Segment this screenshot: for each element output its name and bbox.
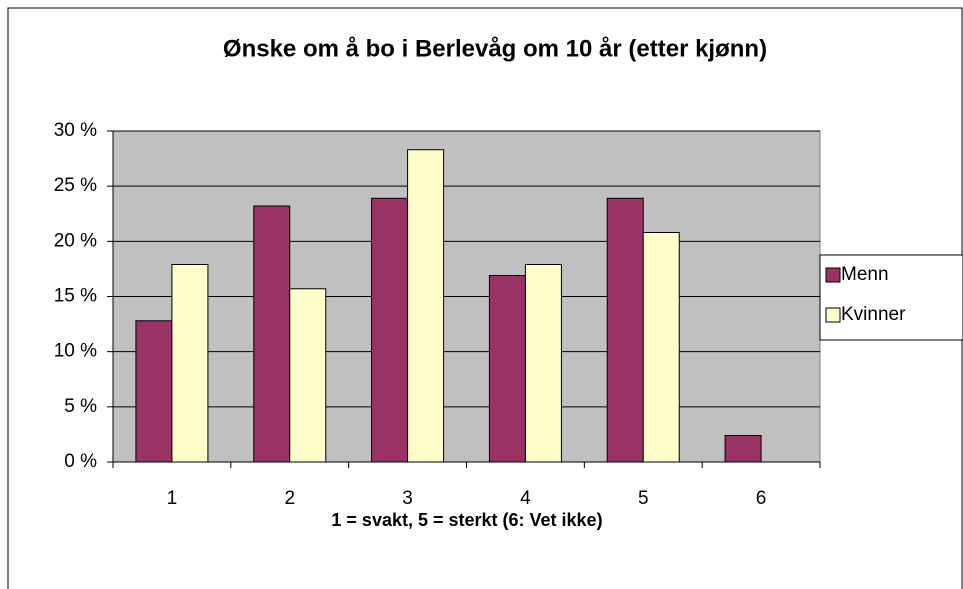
bar [289, 288, 327, 463]
bar [171, 264, 209, 463]
y-tick-label: 0 % [64, 451, 97, 472]
bar [371, 197, 409, 463]
bar [253, 205, 291, 463]
bar [642, 232, 680, 463]
x-tick-label: 1 [167, 488, 178, 509]
bar [606, 197, 644, 463]
x-axis-label: 1 = svakt, 5 = sterkt (6: Vet ikke) [331, 510, 602, 530]
legend-label: Kvinner [841, 304, 906, 325]
y-tick-label: 5 % [64, 396, 97, 417]
bar [524, 264, 562, 463]
x-tick-label: 6 [756, 488, 767, 509]
y-tick-label: 30 % [54, 120, 97, 141]
y-tick-label: 25 % [54, 175, 97, 196]
legend-label: Menn [841, 264, 889, 285]
chart-title: Ønske om å bo i Berlevåg om 10 år (etter… [223, 35, 767, 62]
x-tick-label: 5 [638, 488, 649, 509]
bar [724, 435, 762, 463]
x-tick-label: 2 [284, 488, 295, 509]
bar [488, 275, 526, 463]
x-tick-label: 3 [402, 488, 413, 509]
y-tick-label: 15 % [54, 286, 97, 307]
y-tick-label: 20 % [54, 230, 97, 251]
y-tick-label: 10 % [54, 341, 97, 362]
legend-swatch [825, 267, 841, 283]
x-tick-label: 4 [520, 488, 531, 509]
bar [407, 149, 445, 463]
legend-swatch [825, 307, 841, 323]
legend-box [819, 254, 963, 341]
bar [135, 320, 173, 463]
